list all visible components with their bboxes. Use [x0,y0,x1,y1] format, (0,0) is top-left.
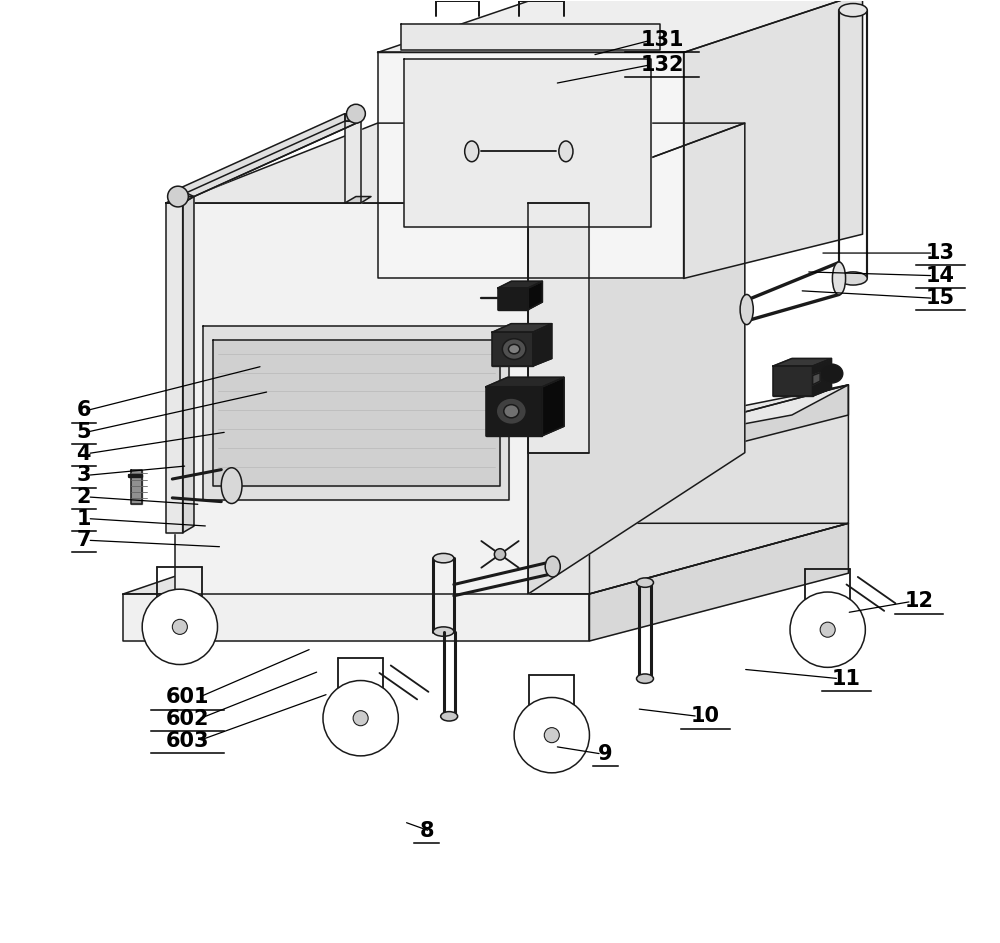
Text: 12: 12 [905,591,934,611]
Text: 602: 602 [166,709,209,729]
Ellipse shape [545,556,560,577]
Text: 10: 10 [691,706,720,726]
Ellipse shape [172,620,187,635]
Polygon shape [542,377,564,436]
Polygon shape [123,523,848,594]
Ellipse shape [839,4,867,17]
Text: 3: 3 [77,465,91,486]
Polygon shape [813,372,820,385]
Polygon shape [178,114,361,196]
Polygon shape [498,288,528,309]
Polygon shape [486,387,542,436]
Polygon shape [492,323,552,332]
Ellipse shape [839,272,867,285]
Ellipse shape [433,554,454,563]
Polygon shape [773,358,831,366]
Polygon shape [378,53,684,278]
Ellipse shape [142,589,218,665]
Text: 132: 132 [640,55,684,74]
Ellipse shape [347,105,365,124]
Ellipse shape [820,364,843,383]
Text: 131: 131 [640,30,684,50]
Polygon shape [378,0,863,53]
Ellipse shape [496,398,526,424]
Text: 2: 2 [77,487,91,507]
Text: 4: 4 [77,443,91,464]
Polygon shape [533,323,552,366]
Text: 601: 601 [166,687,209,707]
Text: 8: 8 [419,821,434,841]
Ellipse shape [323,681,398,756]
Polygon shape [175,203,528,594]
Text: 11: 11 [832,669,861,688]
Polygon shape [773,366,813,396]
Polygon shape [178,122,361,196]
Polygon shape [123,594,589,641]
Ellipse shape [637,578,653,587]
Polygon shape [589,385,848,594]
Polygon shape [183,196,194,533]
Ellipse shape [820,622,835,637]
Polygon shape [528,124,745,594]
Polygon shape [492,332,533,366]
Ellipse shape [433,627,454,637]
Polygon shape [401,25,660,50]
Ellipse shape [168,186,188,207]
Text: 5: 5 [76,422,91,442]
Ellipse shape [502,339,526,359]
Text: 13: 13 [926,243,955,263]
Ellipse shape [559,141,573,161]
Polygon shape [345,114,361,122]
Ellipse shape [504,405,519,418]
Ellipse shape [221,468,242,504]
Polygon shape [166,203,183,533]
Polygon shape [589,523,848,641]
Ellipse shape [494,549,506,560]
Text: 7: 7 [77,530,91,550]
Polygon shape [589,385,848,481]
Ellipse shape [353,711,368,726]
Polygon shape [213,339,500,486]
Polygon shape [175,124,745,203]
Text: 14: 14 [926,266,955,286]
Polygon shape [166,196,194,203]
Polygon shape [345,196,371,203]
Text: 15: 15 [926,289,955,308]
Polygon shape [589,385,848,453]
Polygon shape [528,281,542,309]
Polygon shape [131,470,142,504]
Text: 603: 603 [166,731,209,751]
Polygon shape [345,114,361,203]
Ellipse shape [544,728,559,743]
Polygon shape [528,203,589,453]
Ellipse shape [790,592,865,668]
Text: 9: 9 [598,744,613,764]
Ellipse shape [740,294,753,324]
Polygon shape [129,475,142,477]
Polygon shape [203,325,509,500]
Polygon shape [684,0,863,278]
Polygon shape [486,377,564,387]
Text: 6: 6 [77,400,91,421]
Text: 1: 1 [77,508,91,529]
Ellipse shape [514,698,589,773]
Ellipse shape [832,262,846,295]
Ellipse shape [441,712,458,721]
Polygon shape [498,281,542,288]
Ellipse shape [508,344,520,354]
Polygon shape [813,358,831,396]
Ellipse shape [637,674,653,684]
Ellipse shape [465,141,479,161]
Polygon shape [404,59,651,226]
